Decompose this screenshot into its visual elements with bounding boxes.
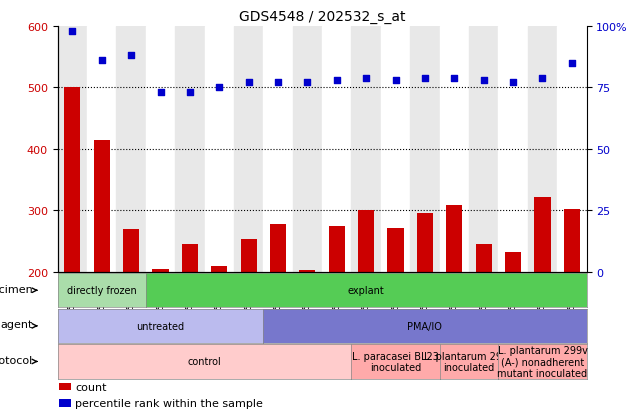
Bar bbox=[410, 27, 440, 272]
Point bbox=[155, 90, 165, 96]
Bar bbox=[563, 210, 580, 272]
Bar bbox=[387, 228, 404, 272]
Point bbox=[67, 28, 78, 35]
Bar bbox=[94, 140, 110, 272]
Text: L. plantarum 299v
inoculated: L. plantarum 299v inoculated bbox=[424, 351, 514, 373]
Bar bbox=[476, 244, 492, 272]
Bar bbox=[505, 252, 521, 272]
Bar bbox=[322, 27, 351, 272]
Text: explant: explant bbox=[348, 285, 385, 296]
Bar bbox=[293, 27, 322, 272]
Bar bbox=[351, 27, 381, 272]
Bar bbox=[59, 399, 71, 406]
Text: L. plantarum 299v
(A-) nonadherent
mutant inoculated: L. plantarum 299v (A-) nonadherent mutan… bbox=[497, 345, 588, 378]
Bar bbox=[87, 27, 117, 272]
Point bbox=[420, 75, 430, 82]
Bar bbox=[358, 211, 374, 272]
Text: agent: agent bbox=[0, 319, 33, 329]
Point bbox=[390, 78, 401, 84]
Bar bbox=[240, 240, 257, 272]
Point bbox=[361, 75, 371, 82]
Bar bbox=[535, 197, 551, 272]
Bar bbox=[446, 206, 462, 272]
Point bbox=[126, 53, 137, 59]
Point bbox=[449, 75, 460, 82]
Bar bbox=[117, 27, 146, 272]
Bar bbox=[270, 224, 286, 272]
Point bbox=[214, 85, 224, 91]
Bar bbox=[146, 27, 175, 272]
Bar bbox=[123, 229, 139, 272]
Bar bbox=[64, 88, 81, 272]
Bar bbox=[182, 244, 198, 272]
Bar bbox=[417, 214, 433, 272]
Bar bbox=[557, 27, 587, 272]
Point bbox=[537, 75, 547, 82]
Point bbox=[185, 90, 195, 96]
Point bbox=[331, 78, 342, 84]
Bar bbox=[499, 27, 528, 272]
Text: protocol: protocol bbox=[0, 355, 33, 365]
Point bbox=[508, 80, 518, 87]
Bar bbox=[175, 27, 204, 272]
Bar bbox=[58, 27, 87, 272]
Point bbox=[244, 80, 254, 87]
Bar bbox=[234, 27, 263, 272]
Bar bbox=[299, 271, 315, 272]
Text: PMA/IO: PMA/IO bbox=[408, 321, 442, 331]
Bar bbox=[263, 27, 293, 272]
Point bbox=[567, 60, 577, 67]
Text: L. paracasei BL23
inoculated: L. paracasei BL23 inoculated bbox=[352, 351, 439, 373]
Point bbox=[303, 80, 313, 87]
Bar bbox=[329, 226, 345, 272]
Text: control: control bbox=[188, 356, 221, 367]
Text: directly frozen: directly frozen bbox=[67, 285, 137, 296]
Text: count: count bbox=[76, 382, 107, 392]
Bar bbox=[204, 27, 234, 272]
Text: percentile rank within the sample: percentile rank within the sample bbox=[76, 398, 263, 408]
Bar bbox=[381, 27, 410, 272]
Bar bbox=[528, 27, 557, 272]
Text: untreated: untreated bbox=[137, 321, 185, 331]
Title: GDS4548 / 202532_s_at: GDS4548 / 202532_s_at bbox=[239, 10, 405, 24]
Bar bbox=[211, 266, 228, 272]
Point bbox=[479, 78, 489, 84]
Point bbox=[273, 80, 283, 87]
Bar bbox=[153, 269, 169, 272]
Text: specimen: specimen bbox=[0, 284, 33, 294]
Bar bbox=[440, 27, 469, 272]
Point bbox=[97, 58, 107, 64]
Bar bbox=[59, 383, 71, 391]
Bar bbox=[469, 27, 499, 272]
